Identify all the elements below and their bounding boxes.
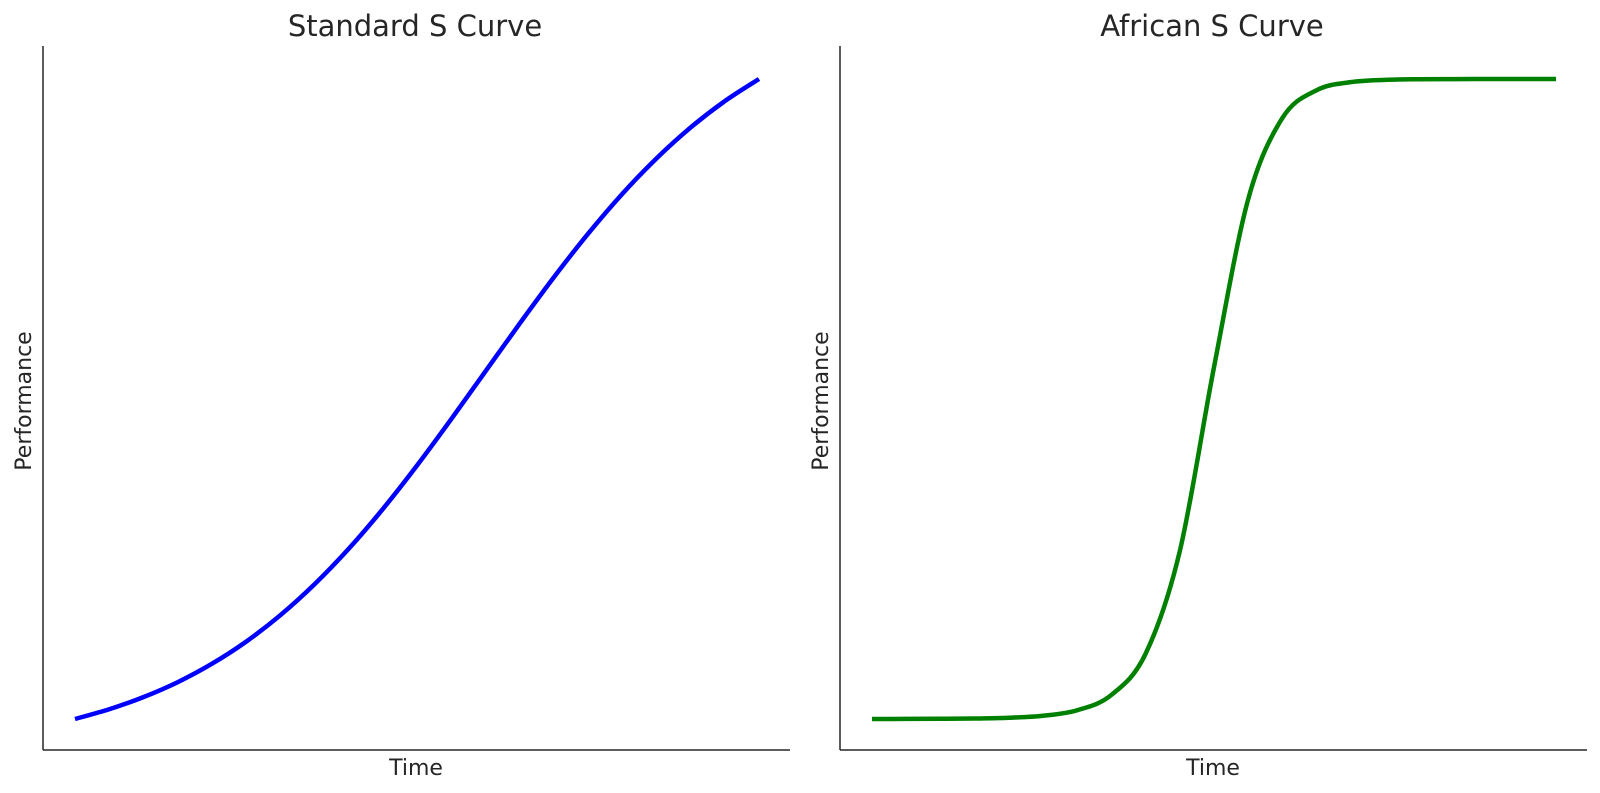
chart-african-s-curve: African S Curve Time Performance [809, 9, 1587, 781]
chart-title: African S Curve [1100, 9, 1324, 43]
y-axis-label: Performance [809, 331, 834, 470]
series-line [871, 76, 1556, 722]
chart-title: Standard S Curve [288, 9, 542, 43]
series-layer [74, 77, 761, 722]
chart-standard-s-curve: Standard S Curve Time Performance [12, 9, 790, 781]
series-line [74, 77, 761, 722]
y-axis-label: Performance [12, 331, 37, 470]
series-layer [871, 76, 1556, 722]
x-axis-label: Time [388, 756, 443, 781]
x-axis-label: Time [1185, 756, 1240, 781]
